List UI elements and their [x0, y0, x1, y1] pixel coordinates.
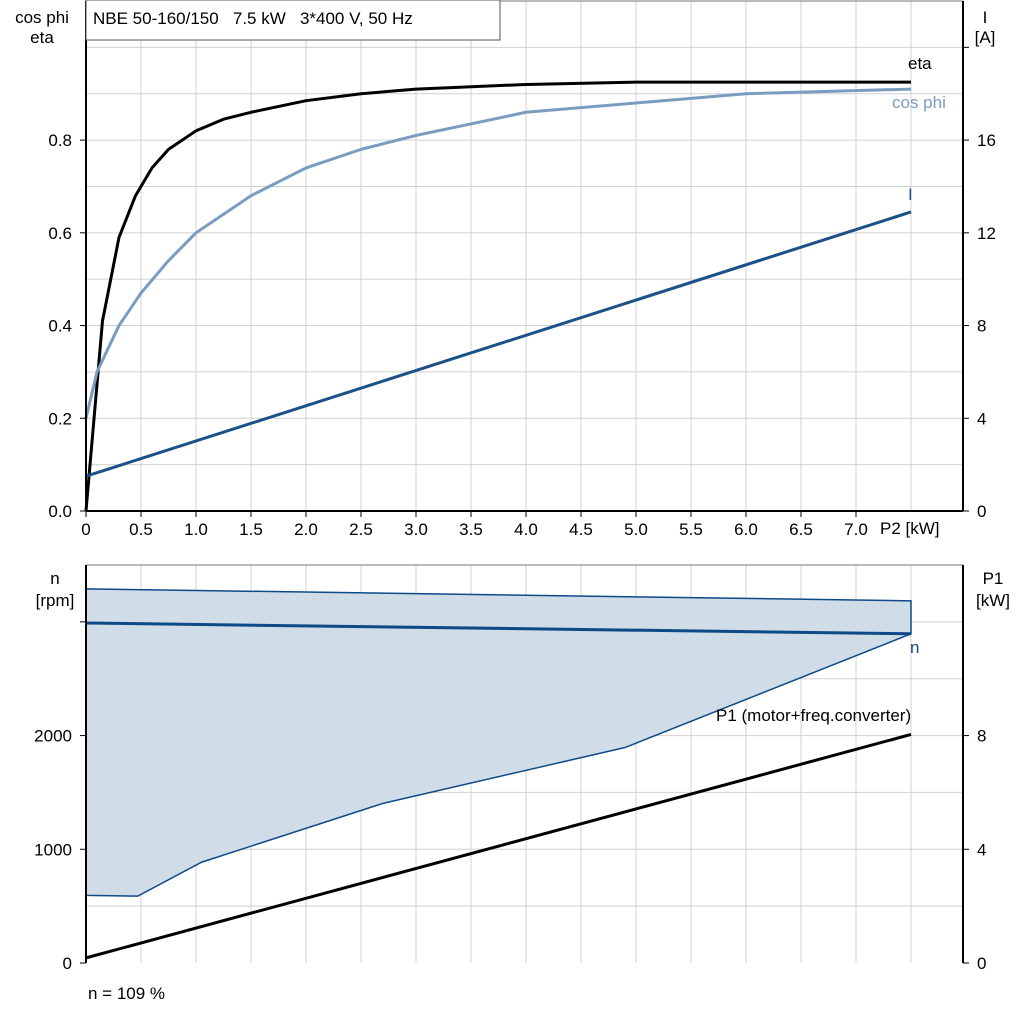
- series-label-cos-phi: cos phi: [892, 93, 946, 112]
- footnote-speed: n = 109 %: [88, 984, 165, 1003]
- chart-title: NBE 50-160/150 7.5 kW 3*400 V, 50 Hz: [93, 9, 413, 28]
- top-grid: [86, 0, 963, 511]
- x-tick-label: 0.5: [129, 520, 153, 539]
- y-tick-label-left: 0.6: [48, 224, 72, 243]
- series-label-n: n: [910, 638, 919, 657]
- n-tick-label: 2000: [34, 727, 72, 746]
- series-label-p1: P1 (motor+freq.converter): [716, 706, 911, 725]
- series-label-eta: eta: [908, 54, 932, 73]
- x-tick-label: 6.5: [789, 520, 813, 539]
- p1-axis-label-2: [kW]: [976, 591, 1010, 610]
- left-axis-label-1: cos phi: [15, 8, 69, 27]
- x-tick-label: 5.0: [624, 520, 648, 539]
- y-tick-label-left: 0.8: [48, 131, 72, 150]
- y-tick-label-right: 12: [977, 224, 996, 243]
- y-tick-label-right: 16: [977, 131, 996, 150]
- series-line-p1: [85, 732, 912, 960]
- chart-marks: [84, 80, 912, 960]
- series-line-cos: [84, 87, 912, 419]
- speed-range-area: [85, 588, 912, 897]
- x-tick-label: 6.0: [734, 520, 758, 539]
- x-tick-label: 2.0: [294, 520, 318, 539]
- p1-tick-label: 4: [977, 840, 986, 859]
- x-tick-label: 1.0: [184, 520, 208, 539]
- axes: 0 0.5 1.0 1.5 2.0 2.5 3.0 3.5 4.0 4.5 5.0 5.5 6.0 6.5…: [34, 1, 996, 973]
- title-box: [85, 0, 501, 41]
- p1-axis-label-1: P1: [983, 569, 1004, 588]
- right-axis-label-2: [A]: [975, 28, 996, 47]
- x-tick-label: 7.0: [844, 520, 868, 539]
- x-tick-label: 3.5: [459, 520, 483, 539]
- y-tick-label-right: 8: [977, 317, 986, 336]
- x-tick-label: 3.0: [404, 520, 428, 539]
- x-axis-end-label: P2 [kW]: [880, 519, 940, 538]
- left-axis-label-2: eta: [30, 28, 54, 47]
- p1-tick-label: 0: [977, 954, 986, 973]
- series-line-i: [85, 210, 912, 478]
- series-line-eta: [84, 80, 911, 512]
- x-tick-label: 4.0: [514, 520, 538, 539]
- p1-tick-label: 8: [977, 727, 986, 746]
- y-tick-label-right: 4: [977, 409, 986, 428]
- n-axis-label-1: n: [50, 569, 59, 588]
- series-label-current: I: [908, 185, 913, 204]
- x-tick-label: 0: [81, 520, 90, 539]
- x-tick-label: 2.5: [349, 520, 373, 539]
- y-tick-label-left: 0.4: [48, 317, 72, 336]
- n-tick-label: 0: [63, 954, 72, 973]
- x-tick-label: 4.5: [569, 520, 593, 539]
- n-tick-label: 1000: [34, 840, 72, 859]
- x-tick-label: 1.5: [239, 520, 263, 539]
- y-tick-label-right: 0: [977, 502, 986, 521]
- x-tick-label: 5.5: [679, 520, 703, 539]
- series-line-n: [85, 621, 912, 636]
- right-axis-label-1: I: [983, 8, 988, 27]
- n-axis-label-2: [rpm]: [36, 591, 75, 610]
- y-tick-label-left: 0.0: [48, 502, 72, 521]
- y-tick-label-left: 0.2: [48, 409, 72, 428]
